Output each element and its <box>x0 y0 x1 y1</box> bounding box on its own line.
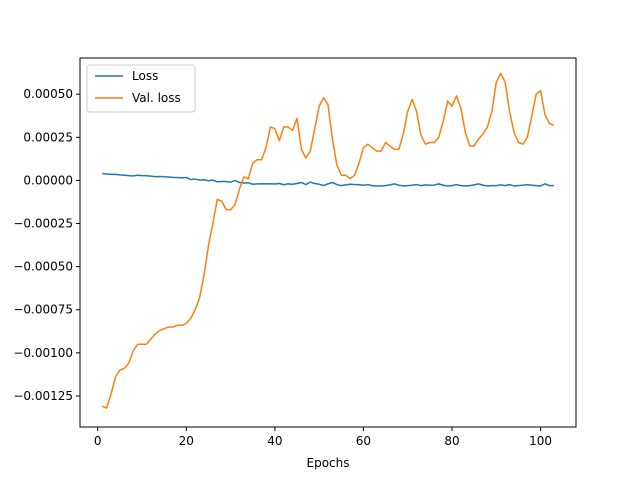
x-tick-label: 80 <box>444 434 459 448</box>
y-tick-label: 0.00050 <box>23 87 73 101</box>
legend: Loss Val. loss <box>86 64 196 113</box>
y-tick-label: −0.00025 <box>13 217 73 231</box>
series-layer <box>101 72 555 409</box>
x-tick-label: 60 <box>356 434 371 448</box>
y-tick-label: −0.00075 <box>13 303 73 317</box>
x-tick-label: 100 <box>529 434 552 448</box>
y-axis: −0.00125 −0.00100 −0.00075 −0.00050 −0.00025… <box>13 87 80 403</box>
x-tick-label: 20 <box>179 434 194 448</box>
x-tick-label: 40 <box>267 434 282 448</box>
x-tick-label: 0 <box>94 434 102 448</box>
series-line-loss <box>102 172 554 187</box>
y-tick-label: 0.00000 <box>23 173 73 187</box>
legend-label-val-loss: Val. loss <box>132 91 181 105</box>
y-tick-label: −0.00125 <box>13 389 73 403</box>
series-line-val-loss <box>101 72 555 409</box>
legend-label-loss: Loss <box>132 69 158 83</box>
y-tick-label: −0.00050 <box>13 260 73 274</box>
y-tick-label: −0.00100 <box>13 346 73 360</box>
plot-frame <box>79 57 577 428</box>
x-axis: 0 20 40 60 80 100 <box>94 427 552 448</box>
x-axis-label: Epochs <box>307 456 350 470</box>
y-tick-label: 0.00025 <box>23 130 73 144</box>
